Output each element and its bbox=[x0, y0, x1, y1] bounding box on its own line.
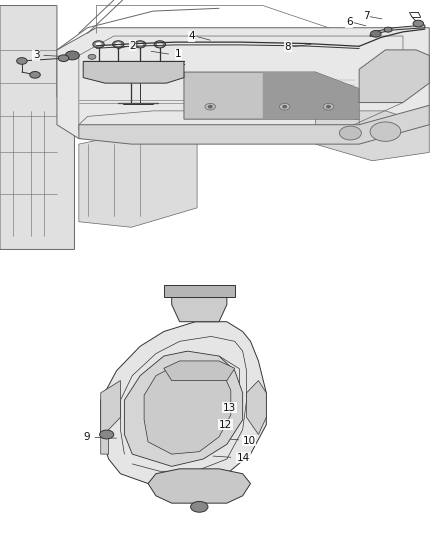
Circle shape bbox=[208, 106, 212, 108]
Polygon shape bbox=[83, 61, 184, 83]
Polygon shape bbox=[144, 364, 231, 454]
Circle shape bbox=[69, 53, 75, 58]
Circle shape bbox=[61, 57, 66, 60]
Polygon shape bbox=[57, 28, 429, 139]
Circle shape bbox=[93, 41, 104, 48]
Circle shape bbox=[191, 502, 208, 512]
Polygon shape bbox=[359, 50, 429, 102]
Circle shape bbox=[33, 74, 37, 76]
Circle shape bbox=[283, 106, 286, 108]
Circle shape bbox=[30, 71, 40, 78]
Circle shape bbox=[371, 30, 381, 37]
Text: 1: 1 bbox=[175, 49, 182, 59]
Polygon shape bbox=[79, 106, 429, 144]
Circle shape bbox=[413, 20, 424, 27]
Polygon shape bbox=[124, 351, 243, 466]
Circle shape bbox=[96, 43, 101, 46]
Text: 10: 10 bbox=[243, 435, 256, 446]
Text: 12: 12 bbox=[219, 419, 232, 430]
Circle shape bbox=[65, 51, 79, 60]
Circle shape bbox=[279, 103, 290, 110]
Polygon shape bbox=[370, 25, 425, 37]
Circle shape bbox=[205, 103, 215, 110]
Polygon shape bbox=[263, 72, 359, 119]
Polygon shape bbox=[101, 381, 120, 454]
Circle shape bbox=[138, 43, 142, 46]
Circle shape bbox=[158, 43, 162, 46]
Text: 3: 3 bbox=[33, 51, 39, 60]
Polygon shape bbox=[0, 5, 74, 249]
Circle shape bbox=[154, 41, 166, 48]
Circle shape bbox=[58, 55, 69, 61]
Text: 7: 7 bbox=[363, 11, 369, 21]
Polygon shape bbox=[247, 381, 266, 434]
Circle shape bbox=[327, 106, 330, 108]
Polygon shape bbox=[164, 361, 235, 381]
Polygon shape bbox=[101, 322, 266, 483]
Polygon shape bbox=[315, 111, 429, 161]
Circle shape bbox=[103, 433, 110, 437]
Text: 13: 13 bbox=[223, 402, 236, 413]
Circle shape bbox=[339, 126, 361, 140]
Text: 2: 2 bbox=[129, 41, 136, 51]
Circle shape bbox=[17, 58, 27, 64]
Text: 8: 8 bbox=[285, 42, 291, 52]
Circle shape bbox=[99, 430, 114, 439]
Circle shape bbox=[88, 54, 96, 59]
Circle shape bbox=[134, 41, 146, 48]
Circle shape bbox=[416, 22, 420, 25]
Circle shape bbox=[370, 122, 401, 141]
Circle shape bbox=[20, 60, 24, 62]
Circle shape bbox=[384, 27, 392, 32]
Polygon shape bbox=[172, 292, 227, 322]
Polygon shape bbox=[79, 133, 197, 227]
Text: 6: 6 bbox=[346, 17, 353, 27]
Text: 4: 4 bbox=[188, 31, 195, 41]
Text: 14: 14 bbox=[237, 453, 250, 463]
Circle shape bbox=[374, 33, 378, 35]
Circle shape bbox=[116, 43, 120, 46]
Polygon shape bbox=[148, 469, 251, 503]
Polygon shape bbox=[164, 285, 235, 297]
Circle shape bbox=[113, 41, 124, 48]
Circle shape bbox=[323, 103, 334, 110]
Text: 9: 9 bbox=[83, 432, 90, 442]
Circle shape bbox=[386, 29, 390, 31]
Polygon shape bbox=[184, 72, 359, 119]
Circle shape bbox=[196, 505, 203, 509]
